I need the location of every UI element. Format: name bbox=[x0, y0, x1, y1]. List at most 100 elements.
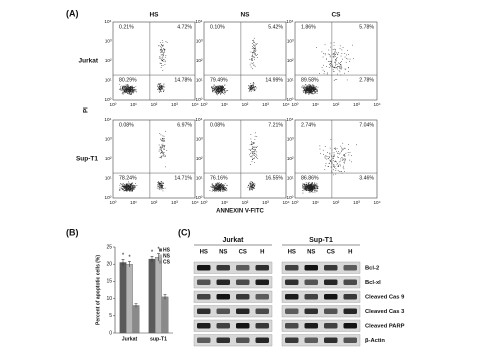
dot bbox=[222, 88, 223, 90]
dot bbox=[159, 87, 161, 88]
dot bbox=[164, 49, 166, 50]
dot bbox=[313, 190, 315, 192]
dot bbox=[122, 189, 123, 190]
x-tick-label: sup-T1 bbox=[150, 336, 167, 342]
dot bbox=[344, 156, 346, 157]
protein-label: β-Actin bbox=[365, 338, 385, 344]
x-tick-label: 10⁴ bbox=[282, 200, 289, 205]
dot bbox=[221, 91, 222, 92]
dot bbox=[314, 187, 316, 189]
dot bbox=[313, 89, 315, 90]
dot bbox=[129, 89, 130, 91]
blot-band bbox=[304, 308, 318, 314]
dot bbox=[253, 48, 255, 50]
dot bbox=[325, 165, 326, 167]
dot bbox=[338, 166, 339, 167]
dot bbox=[255, 46, 256, 48]
dot bbox=[253, 89, 254, 90]
dot bbox=[310, 88, 312, 90]
dot bbox=[159, 57, 161, 59]
dot bbox=[340, 158, 342, 160]
x-tick-label: 10⁰ bbox=[292, 102, 299, 107]
dot bbox=[309, 186, 310, 187]
dot bbox=[317, 186, 319, 188]
dot bbox=[332, 158, 334, 159]
dot bbox=[255, 54, 256, 56]
dot bbox=[337, 66, 338, 68]
dot bbox=[311, 183, 313, 184]
dot bbox=[160, 156, 161, 158]
dot bbox=[334, 56, 336, 57]
dot bbox=[337, 163, 338, 164]
dot bbox=[212, 187, 213, 188]
dot bbox=[340, 171, 342, 172]
dot bbox=[312, 186, 313, 188]
dot bbox=[309, 89, 310, 90]
dot bbox=[159, 183, 161, 184]
dot bbox=[162, 44, 164, 46]
dot bbox=[341, 157, 343, 158]
dot bbox=[253, 87, 254, 88]
x-tick-label: 10¹ bbox=[130, 102, 137, 107]
dot bbox=[130, 91, 131, 92]
legend-swatch bbox=[159, 248, 162, 252]
blot-band bbox=[197, 294, 211, 300]
dot bbox=[160, 187, 161, 188]
dot bbox=[310, 185, 311, 187]
dot bbox=[253, 142, 254, 143]
quadrant-value: 79.49% bbox=[210, 77, 228, 83]
blot-band bbox=[216, 279, 230, 285]
annotation: * bbox=[151, 250, 154, 256]
dot bbox=[255, 43, 257, 45]
dot bbox=[253, 52, 255, 54]
dot bbox=[336, 60, 337, 62]
dot bbox=[161, 49, 163, 50]
dot bbox=[306, 187, 308, 188]
dot bbox=[214, 188, 215, 189]
dot bbox=[254, 157, 255, 159]
dot bbox=[214, 87, 216, 89]
dot bbox=[308, 91, 310, 92]
dot bbox=[214, 189, 215, 191]
dot bbox=[252, 188, 253, 190]
dot bbox=[125, 89, 127, 90]
dot bbox=[127, 84, 128, 85]
dot bbox=[220, 93, 222, 94]
dot bbox=[225, 186, 226, 188]
dot bbox=[309, 90, 310, 92]
dot bbox=[248, 184, 250, 186]
quadrant-value: 7.21% bbox=[268, 122, 283, 128]
dot bbox=[337, 66, 339, 67]
dot bbox=[251, 186, 253, 188]
dot bbox=[306, 87, 308, 89]
dot bbox=[216, 86, 218, 87]
dot bbox=[310, 184, 312, 186]
dot bbox=[253, 90, 255, 92]
dot bbox=[220, 90, 222, 91]
dot bbox=[161, 85, 163, 87]
dot bbox=[311, 187, 312, 188]
dot bbox=[333, 155, 335, 156]
dot bbox=[313, 188, 315, 190]
dot bbox=[223, 186, 225, 188]
dot bbox=[119, 83, 121, 85]
dot bbox=[122, 87, 123, 88]
dot bbox=[216, 187, 218, 188]
dot bbox=[216, 184, 217, 186]
dot bbox=[342, 167, 344, 169]
dot bbox=[312, 90, 314, 92]
dot bbox=[306, 189, 308, 191]
dot bbox=[305, 93, 307, 95]
dot bbox=[256, 157, 257, 158]
dot bbox=[347, 58, 349, 60]
dot bbox=[121, 188, 123, 189]
dot bbox=[334, 161, 336, 163]
dot bbox=[159, 56, 161, 57]
dot bbox=[217, 188, 219, 189]
dot bbox=[124, 92, 125, 94]
dot bbox=[132, 190, 133, 191]
dot bbox=[311, 93, 312, 95]
dot bbox=[218, 90, 219, 91]
dot bbox=[313, 188, 315, 189]
dot bbox=[130, 90, 131, 92]
